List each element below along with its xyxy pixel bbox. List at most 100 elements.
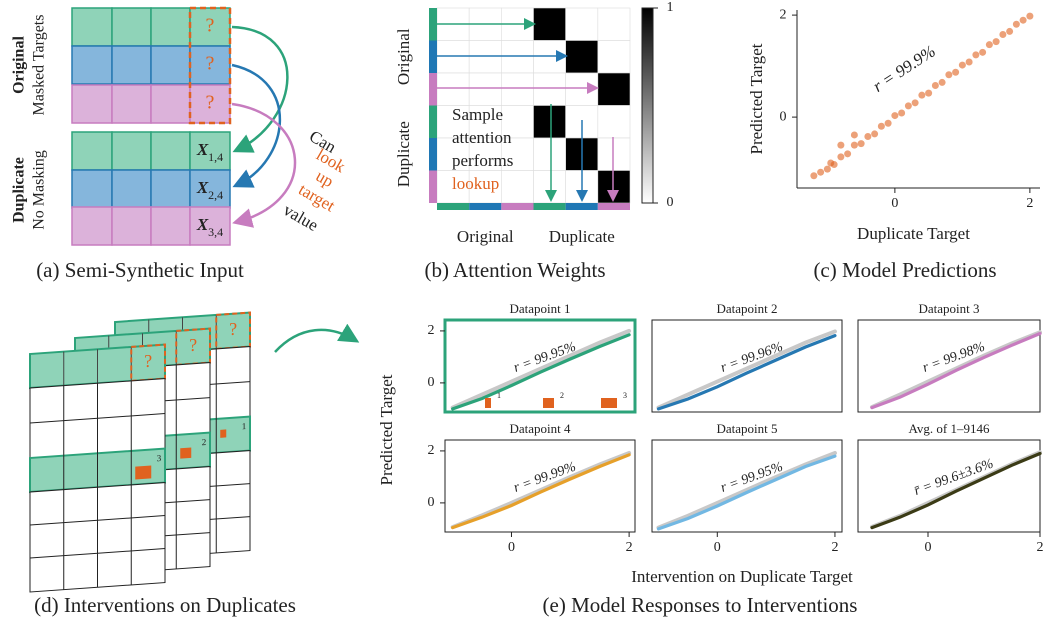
heatmap-cell (533, 105, 566, 139)
scatter-point (898, 109, 906, 117)
scatter-point (979, 48, 987, 56)
scatter-point (1019, 16, 1027, 24)
heatmap-cell (533, 170, 566, 204)
chart-title: Avg. of 1–9146 (908, 421, 990, 436)
table-cell (71, 206, 113, 246)
scatter-point (925, 89, 933, 97)
row-strip (429, 105, 437, 138)
scatter-point (810, 172, 818, 180)
x-tick-label: 0 (925, 540, 932, 555)
line-series (656, 333, 837, 411)
heatmap-cell (565, 40, 599, 74)
caption: (b) Attention Weights (424, 258, 605, 282)
colorbar-label: 1 (667, 0, 674, 15)
line-series (656, 454, 837, 531)
scatter-point (837, 153, 845, 161)
table-cell (71, 84, 113, 124)
table-cell (111, 169, 152, 209)
heatmap-cell (501, 105, 534, 139)
plot-frame (857, 439, 1041, 533)
intervention-bar (220, 429, 227, 438)
heatmap-cell (597, 7, 631, 41)
caption: (e) Model Responses to Interventions (543, 593, 858, 617)
scatter-point (972, 51, 980, 59)
intervention-label: 3 (157, 453, 162, 463)
x-tick-label: 2 (1026, 196, 1033, 211)
plot-frame (857, 319, 1041, 413)
col-strip (597, 203, 630, 210)
scatter-point (952, 68, 960, 76)
x-tick-label: 0 (714, 540, 721, 555)
line-series (870, 330, 1042, 410)
x-group-label: Original (457, 227, 514, 246)
x-tick-label: 0 (891, 196, 898, 211)
heatmap-cell (468, 72, 502, 106)
x-tick-label: 2 (626, 540, 633, 555)
scatter-point (850, 131, 858, 139)
x-axis-label: Duplicate Target (857, 224, 970, 243)
scatter-point (844, 150, 852, 158)
symbol: X (196, 140, 209, 159)
heatmap-cell (533, 72, 566, 106)
heatmap-cell (501, 137, 534, 171)
scatter-point (985, 41, 993, 49)
scatter-point (904, 102, 912, 110)
flow-arrow (274, 323, 360, 353)
table-cell (150, 131, 191, 171)
table-cell (111, 7, 152, 47)
table-cell (189, 206, 231, 246)
heatmap-cell (597, 170, 631, 204)
annotation-line: Sample (452, 105, 503, 124)
y-tick-label: 2 (428, 323, 435, 338)
input-table: ?3 (29, 343, 166, 593)
masked-cell: ? (206, 53, 215, 75)
intervention-bar (180, 447, 192, 459)
heatmap-cell (468, 170, 502, 204)
table-cell (150, 7, 191, 47)
line-series (450, 450, 632, 530)
table-cell (111, 84, 152, 124)
row-strip (429, 8, 437, 41)
line-series (656, 450, 837, 530)
heatmap-cell (597, 40, 631, 74)
col-strip (469, 203, 502, 210)
scatter-point (871, 130, 879, 138)
scatter-point (931, 81, 939, 89)
y-tick-label: 0 (780, 109, 787, 124)
lookup-arrow (231, 25, 289, 153)
x-tick-label: 2 (831, 540, 838, 555)
scatter-point (830, 161, 838, 169)
table-cell (71, 131, 113, 171)
scatter-point (864, 132, 872, 140)
heatmap-cell (597, 105, 631, 139)
annotation-line: lookup (452, 174, 499, 193)
group-sublabel: No Masking (31, 150, 48, 230)
plot-frame (444, 439, 636, 533)
scatter-point (877, 122, 885, 130)
x-tick-label: 2 (1037, 540, 1044, 555)
chart-title: Datapoint 5 (716, 421, 777, 436)
heatmap-cell (597, 72, 631, 106)
intervention-marker (543, 398, 554, 408)
plot-frame (651, 319, 843, 413)
cell-label: X3,4 (196, 215, 223, 239)
table-cell (189, 45, 231, 85)
y-tick-label: 0 (428, 375, 435, 390)
subscript: 3,4 (208, 225, 223, 239)
y-group-label: Original (394, 28, 413, 85)
x-tick-label: 0 (508, 540, 515, 555)
line-series (870, 331, 1042, 410)
marker-label: 1 (497, 391, 501, 400)
x-group-label: Duplicate (549, 227, 615, 246)
y-axis-label: Predicted Target (747, 43, 766, 154)
line-series (451, 453, 631, 530)
masked-cell: ? (229, 319, 237, 340)
y-tick-label: 0 (428, 495, 435, 510)
scatter-point (945, 71, 953, 79)
annotation: r = 99.9% (869, 41, 938, 95)
plot-frame (651, 439, 843, 533)
scatter-point (965, 58, 973, 66)
heatmap-cell (533, 7, 566, 41)
